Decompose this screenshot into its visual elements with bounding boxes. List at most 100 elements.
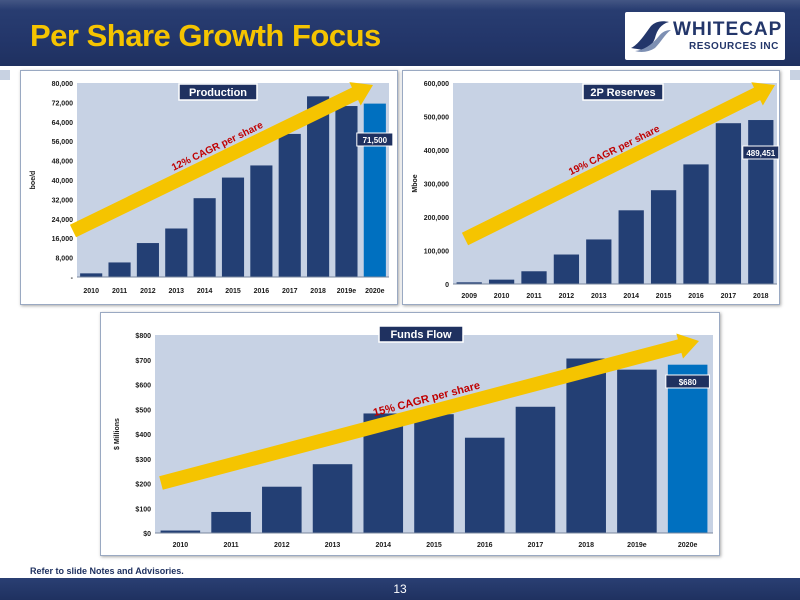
chart-title: Production — [189, 87, 247, 99]
x-tick-label: 2014 — [375, 542, 391, 549]
bar — [617, 369, 657, 533]
y-tick-label: 8,000 — [55, 256, 73, 263]
chart-svg: 0 100,000 200,000 300,000 400,000 500,000 600,… — [412, 81, 780, 300]
bar — [80, 273, 103, 277]
y-tick-label: 600,000 — [424, 81, 449, 88]
bar — [221, 177, 245, 277]
corner-mark — [0, 70, 10, 80]
x-tick-label: 2012 — [559, 293, 575, 300]
page-number: 13 — [393, 582, 407, 596]
x-tick-label: 2010 — [173, 542, 189, 549]
x-tick-label: 2017 — [528, 542, 544, 549]
y-tick-label: $700 — [135, 358, 151, 365]
bar — [586, 239, 612, 284]
x-tick-label: 2019e — [337, 288, 357, 295]
y-tick-label: 40,000 — [52, 178, 74, 185]
y-tick-label: 400,000 — [424, 148, 449, 155]
bar — [488, 279, 515, 284]
y-tick-label: 300,000 — [424, 182, 449, 189]
x-tick-label: 2011 — [223, 542, 238, 549]
bar — [748, 120, 774, 284]
x-tick-label: 2014 — [623, 293, 639, 300]
x-tick-label: 2018 — [753, 293, 769, 300]
cagr-arrow-shape — [69, 82, 374, 238]
y-axis-label: Mboe — [412, 174, 419, 192]
x-tick-label: 2012 — [140, 288, 156, 295]
x-tick-label: 2014 — [197, 288, 213, 295]
y-tick-label: 72,000 — [52, 100, 74, 107]
bar — [566, 358, 606, 533]
bar — [667, 364, 708, 533]
x-tick-label: 2016 — [688, 293, 704, 300]
y-tick-label: - — [71, 275, 74, 282]
chart-title: Funds Flow — [390, 329, 452, 341]
bar — [108, 262, 131, 277]
footer-band — [0, 578, 800, 600]
bar — [278, 133, 301, 277]
corner-mark — [790, 70, 800, 80]
y-axis-label: boe/d — [30, 171, 37, 190]
y-tick-label: 0 — [445, 282, 449, 289]
logo-subtitle: RESOURCES INC — [689, 41, 779, 52]
bar — [464, 437, 505, 533]
slide-title: Per Share Growth Focus — [30, 18, 381, 53]
bar — [165, 228, 188, 277]
bar — [521, 271, 547, 284]
chart-title-box — [582, 83, 664, 101]
x-tick-label: 2011 — [526, 293, 541, 300]
funds-flow-chart-panel: $0 $100 $200 $300 $400 $500 $600 $700 $800 $ Mill… — [100, 312, 720, 556]
bar — [160, 530, 201, 533]
bar — [618, 210, 644, 284]
x-tick-label: 2016 — [254, 288, 270, 295]
wave-logo-icon — [631, 21, 671, 52]
bar — [650, 190, 677, 284]
value-callout: $680 — [679, 378, 697, 387]
bar — [363, 103, 386, 277]
y-tick-label: $300 — [135, 457, 151, 464]
y-tick-label: 24,000 — [52, 217, 74, 224]
y-tick-label: 32,000 — [52, 197, 74, 204]
bar — [456, 282, 482, 284]
bar — [307, 96, 330, 278]
bar — [262, 486, 302, 533]
y-tick-label: $500 — [135, 407, 151, 414]
x-tick-label: 2010 — [494, 293, 510, 300]
x-tick-label: 2020e — [678, 542, 698, 549]
y-tick-label: $200 — [135, 482, 151, 489]
value-callout-box — [665, 374, 710, 389]
logo-wordmark: WHITECAP — [673, 19, 783, 40]
x-tick-label: 2016 — [477, 542, 493, 549]
y-tick-label: $400 — [135, 432, 151, 439]
y-tick-label: 100,000 — [424, 249, 449, 256]
bar — [683, 164, 709, 284]
cagr-arrow-shape — [159, 333, 700, 490]
x-tick-label: 2013 — [591, 293, 607, 300]
company-logo: WHITECAP RESOURCES INC — [625, 12, 785, 60]
reserves-chart-panel: 0 100,000 200,000 300,000 400,000 500,000 600,… — [402, 70, 780, 305]
chart-title-box — [378, 325, 464, 343]
x-tick-label: 2010 — [83, 288, 99, 295]
bar — [136, 243, 159, 277]
y-tick-label: 500,000 — [424, 115, 449, 122]
y-tick-label: $800 — [135, 333, 151, 340]
x-tick-label: 2013 — [325, 542, 341, 549]
bar — [414, 414, 454, 533]
x-tick-label: 2019e — [627, 542, 647, 549]
value-callout-box — [742, 145, 780, 160]
x-tick-label: 2017 — [282, 288, 298, 295]
footnote: Refer to slide Notes and Advisories. — [30, 566, 184, 576]
value-callout-box — [356, 132, 394, 147]
x-tick-label: 2018 — [310, 288, 326, 295]
y-tick-label: $100 — [135, 506, 151, 513]
x-tick-label: 2018 — [578, 542, 594, 549]
x-tick-label: 2015 — [225, 288, 241, 295]
chart-title: 2P Reserves — [590, 87, 655, 99]
chart-title-box — [178, 83, 258, 101]
bar — [193, 198, 216, 277]
production-chart-panel: - 8,000 16,000 24,000 32,000 40,000 48,000 56,0… — [20, 70, 398, 305]
x-tick-label: 2015 — [426, 542, 442, 549]
bar — [211, 511, 251, 533]
bar — [312, 464, 353, 533]
bar — [553, 254, 580, 284]
y-tick-label: 56,000 — [52, 139, 74, 146]
